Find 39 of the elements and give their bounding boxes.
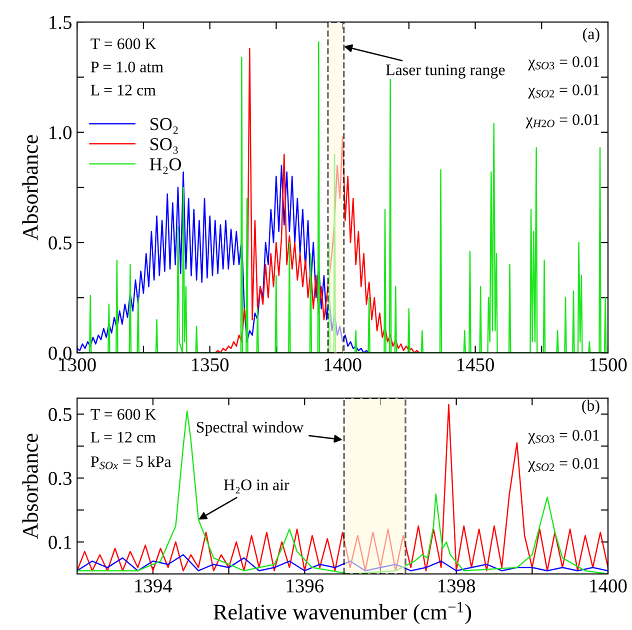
annotation: H₂O in air	[224, 480, 290, 494]
x-tick-label: 1450	[458, 358, 494, 372]
annotation: χ$_{SO2}$ = 0.01	[528, 84, 599, 99]
annotation: Spectral window	[196, 421, 304, 436]
annotation: χ$_{SO2}$ = 0.01	[528, 458, 599, 472]
legend-label: SO₂	[150, 118, 178, 134]
y-axis-title: Absorbance	[22, 434, 38, 539]
legend-label: H₂O	[150, 158, 181, 174]
annotation: χ$_{SO3}$ = 0.01	[528, 56, 599, 70]
annotation: T = 600 K	[90, 38, 156, 50]
x-axis-title: Relative wavenumber (cm$^{−1}$)	[214, 602, 472, 624]
x-tick-label: 1400	[590, 579, 627, 592]
annotation: P$_{SOx}$ = 5 kPa	[90, 456, 172, 470]
annotation: χ$_{H2O}$ = 0.01	[526, 114, 600, 128]
annotation: L = 12 cm	[90, 432, 156, 443]
annotation: (b)	[582, 400, 600, 414]
x-tick-label: 1400	[324, 358, 362, 372]
x-tick-label: 1500	[590, 358, 627, 372]
x-tick-label: 1396	[286, 579, 324, 592]
annotation: P = 1.0 atm	[90, 62, 164, 72]
y-axis-title: Absorbance	[22, 135, 38, 240]
y-tick-label: 0.0	[48, 346, 72, 360]
line-series	[77, 554, 608, 572]
annotation: T = 600 K	[90, 408, 156, 420]
y-tick-label: 1.0	[50, 126, 72, 140]
y-tick-label: 0.1	[48, 536, 72, 549]
annotation: (a)	[582, 28, 600, 43]
x-tick-label: 1300	[59, 358, 96, 372]
y-tick-label: 0.5	[48, 236, 72, 250]
annotation: L = 12 cm	[90, 84, 156, 96]
x-tick-label: 1394	[135, 579, 172, 592]
x-tick-label: 1398	[438, 579, 476, 592]
annotation: Laser tuning range	[386, 64, 505, 79]
annotation: χ$_{SO3}$ = 0.01	[528, 430, 599, 444]
y-tick-label: 1.5	[50, 16, 72, 30]
y-tick-label: 0.3	[48, 472, 72, 486]
y-tick-label: 0.5	[48, 408, 72, 422]
x-tick-label: 1350	[192, 358, 229, 372]
legend-label: SO₃	[150, 138, 178, 154]
